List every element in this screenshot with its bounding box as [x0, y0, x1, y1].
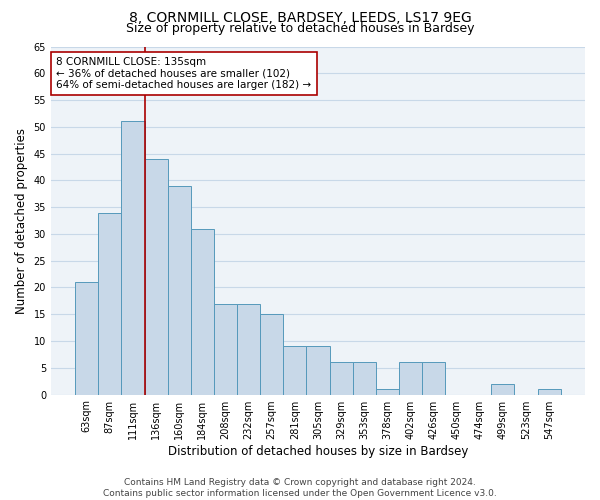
Bar [167, 186, 191, 394]
Bar [75, 282, 98, 395]
Bar [191, 228, 214, 394]
Y-axis label: Number of detached properties: Number of detached properties [15, 128, 28, 314]
Bar [237, 304, 260, 394]
Bar [121, 122, 145, 394]
Bar [353, 362, 376, 394]
Bar [376, 389, 399, 394]
Bar [260, 314, 283, 394]
Text: 8 CORNMILL CLOSE: 135sqm
← 36% of detached houses are smaller (102)
64% of semi-: 8 CORNMILL CLOSE: 135sqm ← 36% of detach… [56, 57, 311, 90]
Bar [214, 304, 237, 394]
Text: Contains HM Land Registry data © Crown copyright and database right 2024.
Contai: Contains HM Land Registry data © Crown c… [103, 478, 497, 498]
Bar [422, 362, 445, 394]
Bar [145, 159, 167, 394]
Bar [98, 212, 121, 394]
X-axis label: Distribution of detached houses by size in Bardsey: Distribution of detached houses by size … [168, 444, 468, 458]
Bar [399, 362, 422, 394]
Bar [538, 389, 561, 394]
Bar [329, 362, 353, 394]
Bar [283, 346, 307, 395]
Text: 8, CORNMILL CLOSE, BARDSEY, LEEDS, LS17 9EG: 8, CORNMILL CLOSE, BARDSEY, LEEDS, LS17 … [128, 11, 472, 25]
Text: Size of property relative to detached houses in Bardsey: Size of property relative to detached ho… [126, 22, 474, 35]
Bar [491, 384, 514, 394]
Bar [307, 346, 329, 395]
